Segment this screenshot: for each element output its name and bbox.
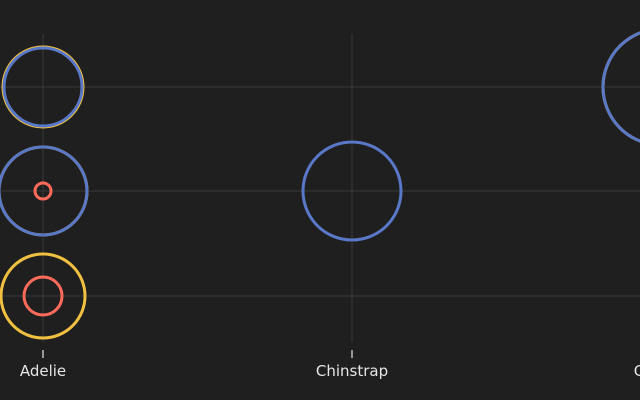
x-tick-label-adelie: Adelie [20, 362, 66, 380]
x-tick-label-chinstrap: Chinstrap [316, 362, 388, 380]
x-tick-label-gentoo: Gentoo [634, 362, 640, 380]
bubbles [0, 29, 640, 338]
x-axis: Adelie Chinstrap Gentoo [20, 350, 640, 380]
grid [0, 34, 640, 342]
